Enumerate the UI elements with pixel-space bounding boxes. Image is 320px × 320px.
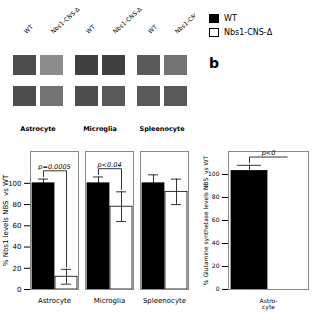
svg-text:Spleenocyte: Spleenocyte	[139, 125, 185, 133]
svg-text:p<0: p<0	[261, 149, 276, 157]
svg-text:Nbs1-CNS-Δ: Nbs1-CNS-Δ	[111, 5, 143, 35]
svg-text:p<0.04: p<0.04	[96, 161, 121, 169]
svg-text:Nbs1-CNS-Δ: Nbs1-CNS-Δ	[49, 5, 81, 35]
svg-text:60: 60	[212, 216, 220, 223]
svg-text:Astrocyte: Astrocyte	[38, 297, 71, 305]
svg-text:Microglia: Microglia	[83, 125, 117, 133]
svg-text:Microglia: Microglia	[94, 297, 125, 305]
svg-text:% Glutamine synthetase levels: % Glutamine synthetase levels NBS vs WT	[202, 155, 210, 285]
svg-text:40: 40	[13, 243, 22, 251]
html-text:WT: WT	[224, 14, 237, 23]
svg-text:20: 20	[212, 262, 220, 269]
html-text:b: b	[209, 55, 219, 71]
svg-text:Nbs1-CNS-Δ: Nbs1-CNS-Δ	[173, 5, 195, 35]
svg-text:100: 100	[208, 170, 220, 177]
svg-text:p=0.0005: p=0.0005	[37, 163, 70, 171]
svg-text:100: 100	[8, 179, 22, 188]
svg-text:WT: WT	[22, 23, 34, 35]
svg-text:Astro-cyte: Astro-cyte	[260, 297, 278, 311]
svg-text:Spleenocyte: Spleenocyte	[143, 297, 186, 305]
svg-text:80: 80	[13, 201, 22, 209]
html-text:Nbs1-CNS-Δ: Nbs1-CNS-Δ	[224, 28, 273, 37]
svg-text:80: 80	[212, 193, 220, 200]
svg-text:% Nbs1 levels NBS vs WT: % Nbs1 levels NBS vs WT	[2, 174, 10, 266]
svg-text:WT: WT	[146, 23, 158, 35]
svg-text:60: 60	[13, 222, 22, 230]
svg-text:0: 0	[216, 285, 220, 292]
svg-text:20: 20	[13, 265, 22, 273]
svg-text:0: 0	[17, 286, 21, 294]
svg-text:WT: WT	[84, 23, 96, 35]
svg-text:40: 40	[212, 239, 220, 246]
svg-text:Astrocyte: Astrocyte	[20, 125, 56, 133]
